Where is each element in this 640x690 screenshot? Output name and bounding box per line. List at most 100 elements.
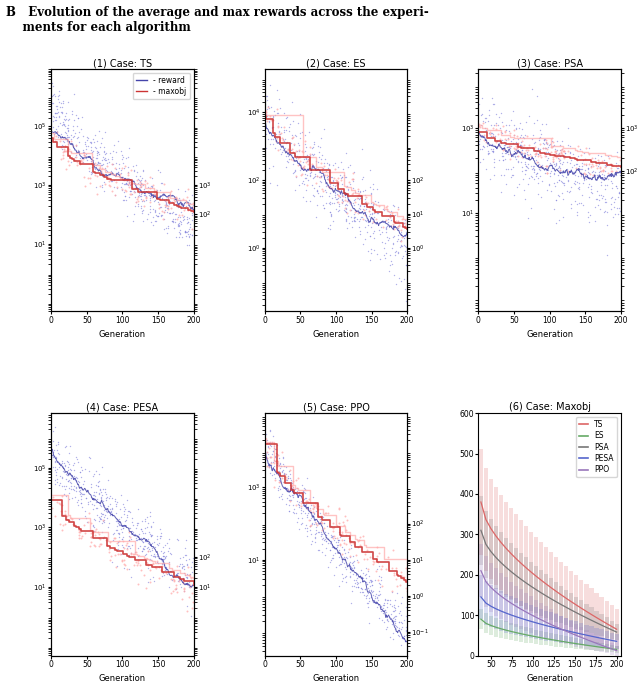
Point	[328, 215, 339, 226]
Point	[364, 205, 374, 216]
Point	[185, 203, 195, 214]
Point	[272, 457, 282, 468]
Point	[333, 539, 343, 550]
Point	[303, 155, 313, 166]
Point	[340, 204, 351, 215]
Point	[174, 209, 184, 220]
Point	[335, 191, 345, 202]
Point	[326, 183, 337, 194]
Point	[104, 546, 115, 558]
Point	[348, 175, 358, 186]
Point	[104, 148, 115, 159]
Point	[328, 175, 339, 186]
Legend: TS, ES, PSA, PESA, PPO: TS, ES, PSA, PESA, PPO	[576, 417, 617, 477]
Point	[58, 462, 68, 473]
Point	[142, 534, 152, 545]
Point	[268, 110, 278, 121]
Point	[122, 512, 132, 523]
Point	[349, 574, 359, 585]
Point	[549, 177, 559, 188]
Point	[613, 159, 623, 170]
Point	[152, 551, 162, 562]
Point	[267, 448, 277, 460]
Point	[107, 152, 117, 163]
Point	[106, 506, 116, 518]
Point	[400, 246, 410, 257]
Point	[401, 226, 412, 237]
Point	[187, 230, 197, 241]
Point	[311, 162, 321, 173]
Point	[312, 200, 323, 211]
Bar	[514, 598, 518, 635]
Point	[173, 219, 184, 230]
Point	[323, 180, 333, 191]
Point	[349, 580, 359, 591]
Bar	[534, 629, 538, 644]
Point	[92, 149, 102, 160]
Point	[102, 500, 113, 511]
Point	[144, 526, 154, 538]
Point	[343, 184, 353, 195]
Point	[376, 571, 387, 582]
Point	[499, 144, 509, 155]
Point	[301, 498, 312, 509]
Point	[136, 564, 147, 575]
Point	[270, 452, 280, 463]
Point	[91, 465, 101, 476]
Point	[509, 143, 520, 154]
Point	[310, 519, 321, 530]
Point	[305, 520, 315, 531]
Point	[269, 450, 280, 461]
Point	[305, 170, 316, 181]
Point	[79, 146, 89, 157]
Point	[54, 448, 64, 460]
Bar	[479, 449, 483, 555]
Point	[282, 143, 292, 154]
Point	[310, 517, 321, 528]
Point	[285, 495, 296, 506]
Point	[69, 115, 79, 126]
Point	[600, 180, 610, 191]
Point	[579, 148, 589, 159]
Point	[490, 162, 500, 173]
Point	[555, 164, 565, 175]
Bar	[605, 618, 609, 638]
Point	[540, 151, 550, 162]
Point	[125, 179, 136, 190]
Point	[159, 207, 170, 218]
Point	[343, 190, 353, 201]
Point	[333, 177, 343, 188]
Title: (6) Case: Maxobj: (6) Case: Maxobj	[509, 402, 591, 413]
Point	[580, 164, 590, 175]
Point	[54, 90, 65, 101]
Point	[148, 549, 159, 560]
Point	[325, 544, 335, 555]
Point	[362, 578, 372, 589]
Point	[47, 451, 58, 462]
Point	[113, 543, 123, 554]
Point	[341, 207, 351, 218]
Point	[157, 550, 168, 561]
Point	[556, 145, 566, 156]
Point	[325, 557, 335, 568]
Point	[95, 513, 105, 524]
Point	[146, 531, 156, 542]
Point	[384, 611, 394, 622]
Bar	[614, 634, 619, 649]
Point	[68, 124, 79, 135]
Point	[307, 164, 317, 175]
Point	[557, 144, 567, 155]
Point	[287, 115, 298, 126]
Point	[533, 150, 543, 161]
Point	[128, 160, 138, 171]
Point	[50, 107, 60, 118]
Point	[526, 202, 536, 213]
Point	[305, 195, 316, 206]
Point	[292, 137, 303, 148]
Point	[86, 141, 97, 152]
Point	[305, 503, 315, 514]
Point	[499, 155, 509, 166]
Point	[316, 526, 326, 537]
Point	[70, 475, 81, 486]
Point	[86, 481, 96, 492]
